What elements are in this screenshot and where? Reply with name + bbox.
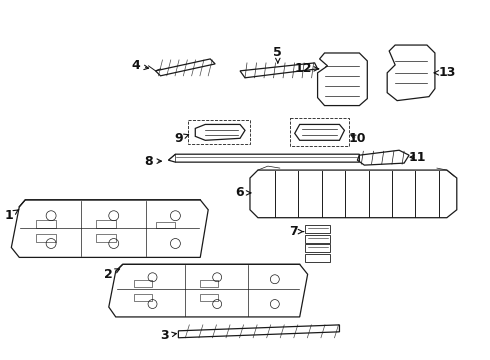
Bar	[200, 294, 218, 301]
Text: 7: 7	[290, 225, 304, 238]
Text: 9: 9	[174, 132, 189, 145]
Bar	[36, 234, 56, 242]
Text: 12: 12	[295, 62, 319, 75]
Bar	[36, 220, 56, 228]
Text: 8: 8	[144, 155, 161, 168]
Text: 1: 1	[5, 209, 19, 222]
Bar	[96, 220, 116, 228]
Text: 3: 3	[160, 329, 176, 342]
Bar	[96, 234, 116, 242]
Text: 10: 10	[348, 132, 366, 145]
Bar	[134, 280, 151, 287]
Text: 13: 13	[434, 66, 456, 79]
Bar	[200, 280, 218, 287]
Text: 2: 2	[104, 268, 120, 281]
Bar	[134, 294, 151, 301]
Text: 4: 4	[131, 59, 148, 72]
Text: 6: 6	[236, 186, 251, 199]
Text: 5: 5	[273, 46, 282, 63]
Bar	[155, 222, 175, 228]
Text: 11: 11	[408, 151, 426, 164]
